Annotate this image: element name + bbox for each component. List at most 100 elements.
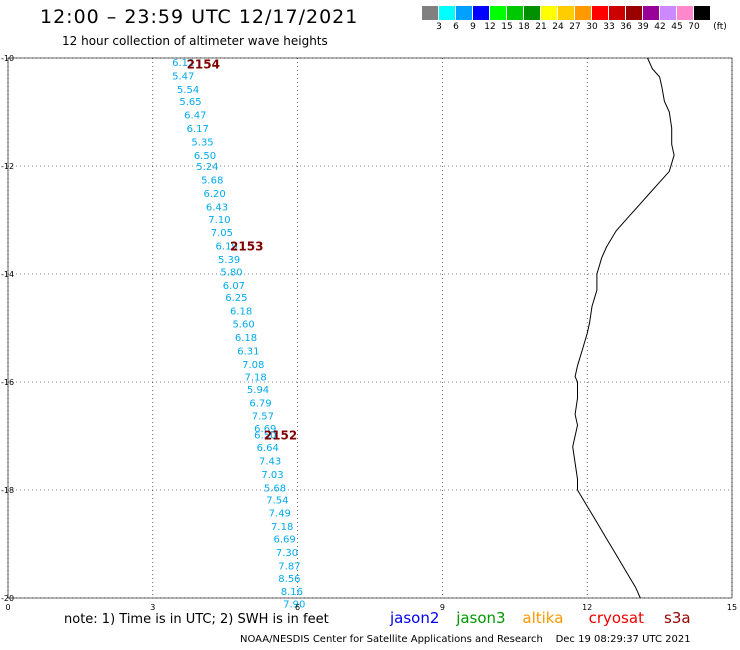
legend-swatch bbox=[592, 6, 609, 20]
legend-swatch bbox=[490, 6, 507, 20]
wave-height-label: 6.18 bbox=[230, 307, 252, 318]
footer-credit: NOAA/NESDIS Center for Satellite Applica… bbox=[240, 634, 691, 645]
wave-height-label: 6.20 bbox=[203, 189, 225, 200]
legend-swatch bbox=[558, 6, 575, 20]
page-subtitle: 12 hour collection of altimeter wave hei… bbox=[62, 34, 328, 48]
x-tick-label: 9 bbox=[440, 603, 445, 612]
y-tick-label: -16 bbox=[1, 378, 14, 387]
pass-number-label: 2153 bbox=[230, 239, 263, 253]
wave-height-label: 5.94 bbox=[247, 385, 269, 396]
legend-swatch bbox=[473, 6, 490, 20]
legend-swatch bbox=[422, 6, 439, 20]
coastline bbox=[572, 57, 675, 599]
legend-swatch bbox=[507, 6, 524, 20]
satellite-jason3: jason3 bbox=[456, 609, 506, 627]
map-grid bbox=[7, 57, 733, 599]
x-tick-label: 12 bbox=[582, 603, 592, 612]
timestamp: Dec 19 08:29:37 UTC 2021 bbox=[555, 634, 691, 645]
wave-height-label: 6.17 bbox=[187, 124, 209, 135]
wave-height-label: 6.31 bbox=[237, 347, 259, 358]
legend-label: 36 bbox=[620, 22, 632, 32]
legend-swatch bbox=[694, 6, 711, 20]
color-legend: 3 6 9 12 15 18 21 24 27 30 33 36 39 42 45 70 (ft) bbox=[422, 6, 727, 34]
wave-height-label: 7.57 bbox=[252, 411, 274, 422]
wave-height-label: 7.87 bbox=[278, 562, 300, 573]
wave-height-label: 6.18 bbox=[235, 333, 257, 344]
wave-height-label: 6.47 bbox=[184, 111, 206, 122]
legend-label: 6 bbox=[453, 22, 459, 32]
x-tick-label: 15 bbox=[727, 603, 737, 612]
legend-swatch bbox=[541, 6, 558, 20]
legend-label: 45 bbox=[671, 22, 683, 32]
wave-height-label: 7.05 bbox=[211, 228, 233, 239]
wave-height-label: 7.90 bbox=[283, 599, 305, 610]
page-title: 12:00 – 23:59 UTC 12/17/2021 bbox=[40, 6, 359, 28]
wave-height-label: 5.65 bbox=[179, 97, 201, 108]
wave-height-label: 7.08 bbox=[242, 360, 264, 371]
wave-height-label: 6.64 bbox=[257, 443, 279, 454]
wave-height-label: 7.18 bbox=[271, 522, 293, 533]
legend-labels: 3 6 9 12 15 18 21 24 27 30 33 36 39 42 45 70 (ft) bbox=[422, 20, 727, 34]
legend-label: 15 bbox=[501, 22, 513, 32]
wave-height-label: 6.19 bbox=[216, 241, 238, 252]
x-tick-label: 3 bbox=[150, 603, 155, 612]
wave-height-label: 6.12 bbox=[172, 58, 194, 69]
y-tick-label: -12 bbox=[1, 162, 14, 171]
coastline-line bbox=[572, 57, 675, 599]
wave-height-label: 8.16 bbox=[281, 587, 303, 598]
legend-swatch bbox=[609, 6, 626, 20]
legend-label: 27 bbox=[569, 22, 581, 32]
wave-height-label: 6.50 bbox=[194, 151, 216, 162]
wave-height-label: 5.47 bbox=[172, 71, 194, 82]
wave-height-label: 8.56 bbox=[278, 574, 300, 585]
legend-swatch bbox=[524, 6, 541, 20]
wave-height-label: 6.43 bbox=[206, 203, 228, 214]
wave-height-label: 7.10 bbox=[208, 215, 230, 226]
legend-swatches bbox=[422, 6, 711, 20]
wave-height-label: 7.30 bbox=[276, 548, 298, 559]
pass-number-label: 2154 bbox=[187, 57, 220, 71]
credit-text: NOAA/NESDIS Center for Satellite Applica… bbox=[240, 634, 543, 645]
pass-number-label: 2152 bbox=[264, 428, 297, 442]
legend-label: 12 bbox=[484, 22, 496, 32]
x-tick-label: 0 bbox=[5, 603, 10, 612]
legend-label: 42 bbox=[654, 22, 666, 32]
wave-height-label: 6.69 bbox=[254, 424, 276, 435]
legend-label: 3 bbox=[436, 22, 442, 32]
axis-tick-labels: 0 3 6 9 12 15 -10 -12 -14 -16 -18 -20 bbox=[1, 54, 737, 612]
wave-height-label: 7.43 bbox=[259, 456, 281, 467]
legend-label: 21 bbox=[535, 22, 547, 32]
legend-label: 33 bbox=[603, 22, 615, 32]
map-frame bbox=[7, 57, 733, 599]
legend-label: 18 bbox=[518, 22, 530, 32]
legend-swatch bbox=[643, 6, 660, 20]
legend-swatch bbox=[575, 6, 592, 20]
legend-label: 30 bbox=[586, 22, 598, 32]
legend-label: 70 bbox=[688, 22, 700, 32]
satellite-jason2: jason2 bbox=[390, 609, 440, 627]
wave-height-label: 5.68 bbox=[201, 176, 223, 187]
pass-labels: 2154 2153 2152 bbox=[187, 57, 298, 442]
satellite-s3a: s3a bbox=[664, 609, 691, 627]
wave-height-label: 6.25 bbox=[225, 293, 247, 304]
legend-label: 24 bbox=[552, 22, 564, 32]
wave-height-label: 5.24 bbox=[196, 162, 218, 173]
wave-height-label: 5.60 bbox=[232, 320, 254, 331]
wave-height-track: 6.125.475.545.656.476.175.356.505.245.68… bbox=[172, 58, 305, 611]
wave-height-label: 5.68 bbox=[264, 483, 286, 494]
wave-height-label: 7.49 bbox=[269, 509, 291, 520]
y-tick-label: -20 bbox=[1, 594, 14, 603]
y-tick-label: -18 bbox=[1, 486, 14, 495]
wave-height-label: 5.39 bbox=[218, 255, 240, 266]
wave-height-label: 7.54 bbox=[266, 496, 288, 507]
legend-swatch bbox=[439, 6, 456, 20]
y-tick-label: -10 bbox=[1, 54, 14, 63]
legend-unit: (ft) bbox=[713, 22, 727, 32]
wave-height-label: 5.35 bbox=[191, 138, 213, 149]
satellite-altika: altika bbox=[522, 609, 564, 627]
x-tick-label: 6 bbox=[295, 603, 300, 612]
wave-height-label: 6.07 bbox=[223, 281, 245, 292]
legend-swatch bbox=[660, 6, 677, 20]
satellite-cryosat: cryosat bbox=[588, 609, 644, 627]
